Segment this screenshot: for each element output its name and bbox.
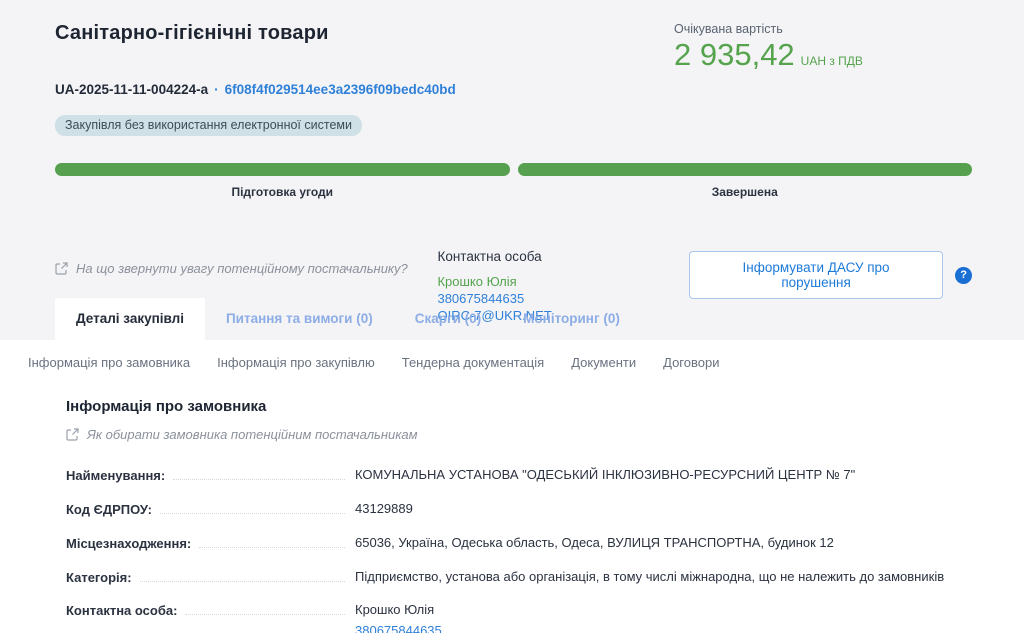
id-separator: · xyxy=(214,82,219,98)
subtab-tender-docs[interactable]: Тендерна документація xyxy=(401,355,545,370)
stage-bar-complete xyxy=(55,163,510,177)
dotted-leader xyxy=(159,500,345,514)
subtab-documents[interactable]: Документи xyxy=(571,355,637,370)
progress-stages: Підготовка угоди Завершена xyxy=(55,163,972,199)
subtab-contracts[interactable]: Договори xyxy=(663,355,720,370)
contact-person-name: Крошко Юлія xyxy=(355,602,435,618)
field-label: Категорія: xyxy=(66,569,132,585)
stage-preparation: Підготовка угоди xyxy=(55,163,510,199)
stage-label: Завершена xyxy=(711,185,778,200)
tab-questions[interactable]: Питання та вимоги (0) xyxy=(225,311,373,326)
field-value: 65036, Україна, Одеська область, Одеса, … xyxy=(355,534,834,550)
expected-value-block: Очікувана вартість 2 935,42 UAH з ПДВ xyxy=(674,22,874,72)
dotted-leader xyxy=(173,466,345,480)
choose-customer-label: Як обирати замовника потенційним постача… xyxy=(87,427,418,442)
contact-email-link[interactable]: OIRC-7@UKR.NET xyxy=(437,308,552,324)
field-value: 43129889 xyxy=(355,500,413,516)
tender-id: UA-2025-11-11-004224-a xyxy=(55,82,209,98)
contact-block: Контактна особа Крошко Юлія 380675844635… xyxy=(437,249,688,323)
tender-id-line: UA-2025-11-11-004224-a · 6f08f4f029514ee3a… xyxy=(55,82,972,97)
table-row: Категорія: Підприємство, установа або ор… xyxy=(66,568,972,587)
tab-complaints[interactable]: Скарги (0) xyxy=(414,311,482,326)
report-dasu-button[interactable]: Інформувати ДАСУ про порушення xyxy=(688,251,944,300)
external-link-icon xyxy=(55,262,68,275)
choose-customer-link[interactable]: Як обирати замовника потенційним постача… xyxy=(66,427,972,442)
tender-hash-link[interactable]: 6f08f4f029514ee3a2396f09bedc40bd xyxy=(224,82,456,98)
subtab-customer-info[interactable]: Інформація про замовника xyxy=(28,355,191,370)
contact-phone-link[interactable]: 380675844635 xyxy=(437,291,525,307)
subtab-purchase-info[interactable]: Інформація про закупівлю xyxy=(217,355,375,370)
supplier-attention-label: На що звернути увагу потенційному постач… xyxy=(76,261,408,277)
stage-completed: Завершена xyxy=(517,163,972,200)
procurement-type-badge: Закупівля без використання електронної с… xyxy=(55,115,362,137)
field-value: Підприємство, установа або організація, … xyxy=(355,568,945,584)
table-row: Найменування: КОМУНАЛЬНА УСТАНОВА "ОДЕСЬ… xyxy=(66,466,972,485)
section-heading: Інформація про замовника xyxy=(66,398,267,415)
contact-name-link[interactable]: Крошко Юлія xyxy=(437,274,517,290)
supplier-attention-link[interactable]: На що звернути увагу потенційному постач… xyxy=(55,261,437,276)
dotted-leader xyxy=(139,568,345,582)
stage-bar-complete xyxy=(517,163,972,177)
expected-value-amount: 2 935,42 xyxy=(674,37,795,72)
expected-value-currency: UAH з ПДВ xyxy=(800,54,863,68)
table-row: Місцезнаходження: 65036, Україна, Одеськ… xyxy=(66,534,972,553)
table-row: Контактна особа: Крошко Юлія 38067584463… xyxy=(66,601,972,633)
table-row: Код ЄДРПОУ: 43129889 xyxy=(66,500,972,519)
dotted-leader xyxy=(185,601,345,616)
tender-header: Санітарно-гігієнічні товари Очікувана ва… xyxy=(0,0,1024,340)
field-label: Місцезнаходження: xyxy=(66,535,192,551)
tab-purchase-details[interactable]: Деталі закупівлі xyxy=(55,298,205,340)
customer-info-table: Найменування: КОМУНАЛЬНА УСТАНОВА "ОДЕСЬ… xyxy=(66,466,972,633)
tab-monitoring[interactable]: Моніторинг (0) xyxy=(523,311,620,326)
field-label: Контактна особа: xyxy=(66,603,178,619)
expected-value-label: Очікувана вартість xyxy=(674,22,783,36)
field-value: КОМУНАЛЬНА УСТАНОВА "ОДЕСЬКИЙ ІНКЛЮЗИВНО… xyxy=(355,467,856,482)
page-title: Санітарно-гігієнічні товари xyxy=(55,22,329,44)
details-content: Інформація про замовника Інформація про … xyxy=(0,340,1024,633)
dotted-leader xyxy=(199,534,345,548)
field-label: Найменування: xyxy=(66,468,166,483)
main-tabs: Деталі закупівлі Питання та вимоги (0) С… xyxy=(55,298,641,340)
detail-subtabs: Інформація про замовника Інформація про … xyxy=(28,340,972,384)
field-label: Код ЄДРПОУ: xyxy=(66,501,152,517)
contact-person-phone-link[interactable]: 380675844635 xyxy=(355,623,442,633)
help-icon[interactable]: ? xyxy=(955,266,972,284)
stage-label: Підготовка угоди xyxy=(231,185,334,200)
external-link-icon xyxy=(66,428,79,441)
contact-person-label: Контактна особа xyxy=(437,249,542,265)
